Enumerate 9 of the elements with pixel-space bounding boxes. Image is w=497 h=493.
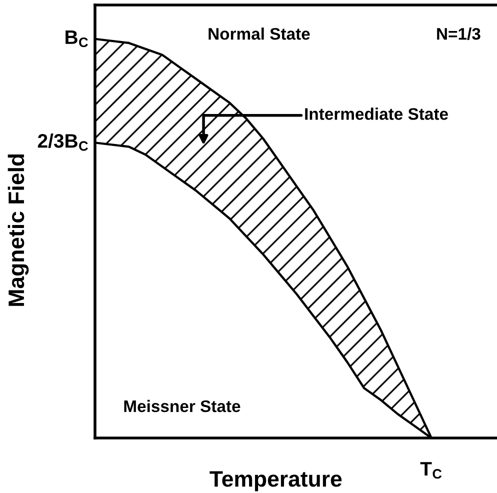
annotation: Normal State (208, 28, 310, 40)
annotation: Intermediate State (305, 108, 448, 120)
annotation: Meissner State (124, 400, 240, 412)
annotation: N=1/3 (437, 28, 480, 40)
text: T$_{C}$ (420, 462, 442, 479)
x-axis-title: Temperature (210, 471, 342, 492)
y-axis-title: Magnetic Field (8, 154, 29, 306)
annotation: B$_{C}$ (66, 30, 88, 48)
annotation: 2/3B$_{C}$ (38, 134, 88, 151)
